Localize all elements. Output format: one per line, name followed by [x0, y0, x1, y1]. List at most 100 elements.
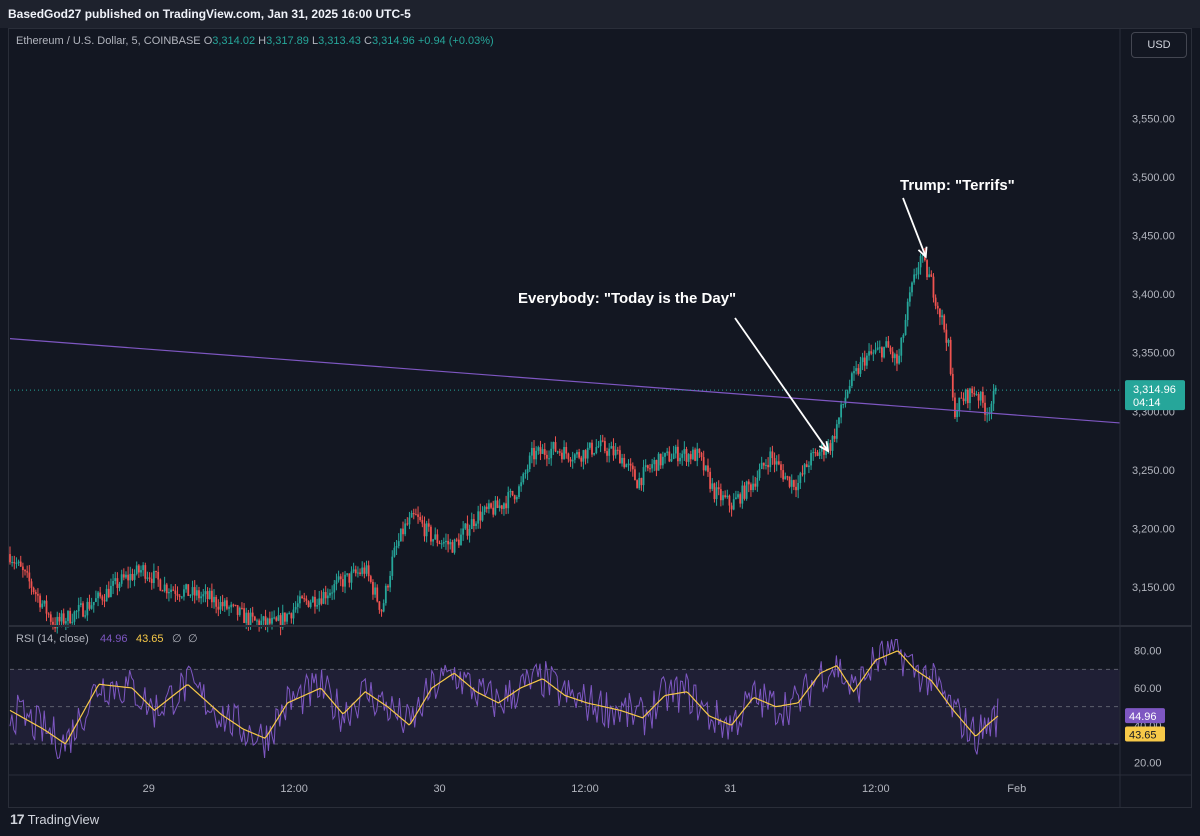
candle-body: [363, 567, 366, 574]
candle: [689, 450, 692, 465]
candle: [816, 449, 819, 457]
candle-body: [419, 516, 422, 521]
candle-body: [492, 507, 495, 515]
candle: [954, 392, 956, 420]
candle: [359, 568, 361, 576]
candle: [939, 308, 941, 326]
candle: [414, 508, 417, 516]
candle-body: [434, 534, 437, 540]
candle-body: [485, 506, 488, 509]
candle: [165, 582, 168, 599]
candle-body: [984, 402, 986, 415]
candle: [599, 434, 602, 453]
candle-body: [874, 349, 877, 353]
candle-body: [191, 587, 194, 595]
price-tick-label: 3,200.00: [1132, 523, 1175, 535]
candle-body: [303, 598, 306, 600]
candle-body: [301, 596, 303, 599]
price-tick-label: 3,550.00: [1132, 114, 1175, 126]
candle: [775, 455, 778, 472]
candle: [876, 340, 879, 351]
candle: [67, 610, 69, 628]
candle-body: [43, 600, 46, 604]
candle: [969, 387, 971, 411]
candle: [990, 401, 993, 420]
candle-body: [286, 613, 288, 622]
candle: [756, 470, 759, 492]
candle: [105, 584, 108, 602]
candle-body: [758, 469, 761, 478]
candle-body: [956, 410, 958, 418]
candle: [979, 390, 982, 406]
candle-body: [144, 565, 147, 579]
candle: [204, 584, 207, 603]
candle-body: [934, 297, 937, 306]
candle-body: [908, 292, 911, 302]
candle-body: [457, 539, 460, 546]
candle: [681, 450, 684, 466]
price-pane[interactable]: [9, 247, 1121, 636]
candle: [530, 441, 533, 464]
candle-body: [685, 449, 688, 462]
candle-body: [969, 388, 971, 404]
candle: [878, 340, 881, 354]
candle: [230, 601, 233, 613]
candle: [683, 441, 686, 461]
candle: [986, 407, 989, 423]
candle: [670, 453, 673, 463]
candle: [170, 584, 172, 599]
rsi-value-label: ∅: [188, 633, 198, 645]
candle-body: [765, 464, 767, 466]
candle-body: [737, 494, 739, 498]
candle: [906, 298, 909, 327]
rsi-value-badge-label: 44.96: [1129, 711, 1157, 723]
candle-body: [427, 523, 430, 527]
candle: [447, 534, 450, 553]
candle-body: [15, 562, 18, 564]
candle: [900, 337, 903, 363]
candle: [784, 472, 787, 480]
candle-body: [844, 397, 847, 404]
candle-body: [402, 528, 404, 535]
candle-body: [380, 609, 383, 612]
candle-body: [348, 573, 351, 583]
candle-body: [215, 596, 218, 607]
candle: [565, 442, 568, 459]
candle: [114, 571, 117, 585]
candle: [376, 584, 379, 603]
candle: [685, 446, 688, 466]
candle: [442, 537, 445, 548]
candle: [771, 445, 774, 465]
candle: [189, 594, 192, 598]
candle-body: [92, 601, 95, 606]
candle-body: [689, 454, 692, 460]
candle: [767, 457, 770, 475]
candle: [451, 539, 454, 553]
candle: [479, 503, 482, 529]
candle: [500, 504, 503, 515]
candle-body: [195, 590, 198, 596]
candle-body: [483, 506, 486, 513]
candle-body: [535, 450, 538, 460]
candle: [210, 583, 213, 609]
currency-button[interactable]: USD: [1131, 32, 1187, 58]
rsi-pane[interactable]: [9, 639, 1120, 760]
candle-body: [831, 436, 834, 451]
candle-body: [799, 473, 802, 483]
candle-body: [704, 465, 707, 471]
candle-body: [631, 465, 634, 470]
candle: [468, 524, 471, 543]
candle-body: [576, 452, 578, 455]
candle-body: [352, 569, 355, 572]
candle-body: [513, 495, 516, 500]
price-tick-label: 3,150.00: [1132, 582, 1175, 594]
candle-body: [193, 587, 196, 596]
candle-body: [960, 397, 963, 399]
candle-body: [771, 451, 774, 459]
candle-body: [157, 571, 160, 580]
candle-body: [717, 487, 720, 490]
candle-body: [994, 387, 997, 392]
candle-body: [664, 452, 666, 457]
candle: [870, 344, 873, 356]
